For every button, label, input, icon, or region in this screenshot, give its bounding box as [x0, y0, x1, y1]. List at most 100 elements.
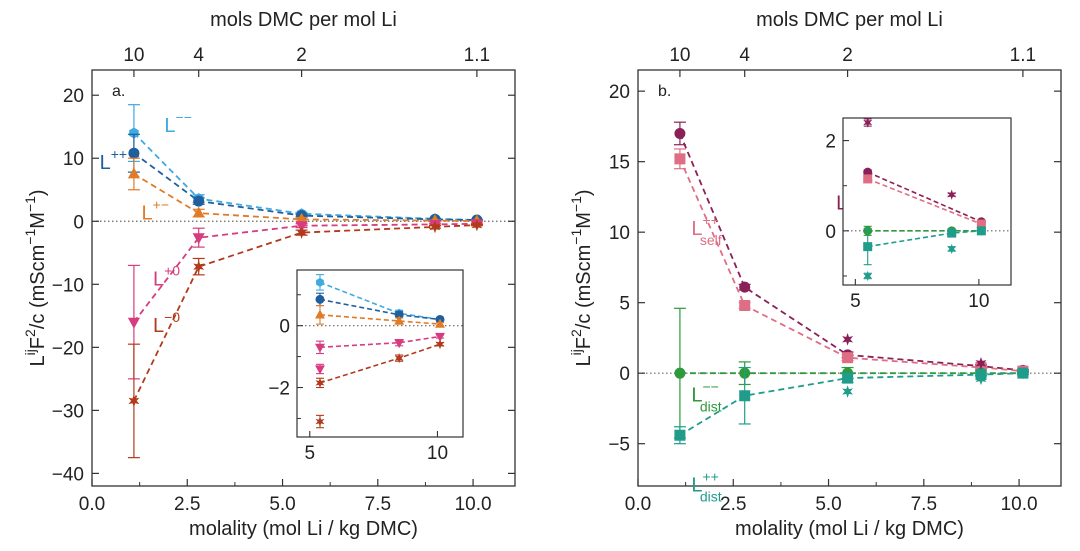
top-tick-label: 1.1 [1010, 45, 1036, 66]
x-tick-label: 10.0 [1001, 494, 1038, 515]
series-line [133, 152, 477, 221]
inset-data-point [315, 416, 325, 427]
series-label: L++ self [691, 212, 721, 248]
data-point [471, 218, 483, 232]
series-label-sup: ++ [111, 146, 127, 162]
y-tick-label: −40 [52, 464, 84, 485]
inset-data-point [863, 167, 873, 177]
top-tick-label: 2 [842, 45, 853, 66]
top-tick-label: 10 [669, 45, 690, 66]
series-label-sup: −0 [164, 309, 180, 325]
series-label-main: L [153, 269, 164, 291]
inset-data-point [394, 315, 405, 325]
data-point [127, 167, 140, 179]
series-label-sup: +− [153, 196, 169, 212]
x-tick-label: 0.0 [625, 494, 651, 515]
y-tick-label: −20 [52, 338, 84, 359]
data-point [674, 127, 686, 139]
inset-data-point [863, 242, 873, 252]
y-axis-label-part: M [573, 212, 595, 229]
x-tick-label: 7.5 [911, 494, 937, 515]
y-axis-label-part: L [27, 355, 49, 366]
top-tick-label: 10 [123, 45, 144, 66]
x-tick-label: 5.0 [815, 494, 841, 515]
inset-data-point [863, 174, 873, 184]
inset-series-line [319, 314, 441, 325]
series-label-sup: −− [176, 109, 192, 125]
x-tick-label: 2.5 [174, 494, 200, 515]
panel-label: a. [112, 83, 125, 100]
inset-data-point [394, 352, 404, 364]
extra-marker [975, 372, 987, 386]
x-axis-label: molality (mol Li / kg DMC) [189, 518, 418, 540]
x-tick-label: 10.0 [455, 494, 492, 515]
inset: 5 10 2 0 [825, 117, 1012, 312]
series-label-sup: ++ [702, 469, 718, 485]
y-axis-label-part: L [573, 355, 595, 366]
inset-y-tick-label: 0 [825, 222, 836, 243]
inset-x-tick-label: 10 [968, 291, 989, 312]
series-line [133, 224, 477, 402]
data-point [128, 147, 140, 159]
top-tick-label: 1.1 [464, 45, 490, 66]
data-point [192, 206, 205, 218]
data-point [429, 220, 441, 234]
series-line [133, 173, 477, 222]
data-point [739, 281, 751, 293]
series-label-main: L [100, 152, 111, 174]
series-label-main: L [153, 315, 164, 337]
data-point [1017, 367, 1029, 379]
data-point [739, 390, 751, 402]
series-label-main: L [164, 115, 175, 137]
x-axis-label: molality (mol Li / kg DMC) [735, 518, 964, 540]
x-tick-label: 7.5 [365, 494, 391, 515]
series-0: L−− [127, 104, 483, 226]
series-label: L+0 [153, 263, 180, 291]
series-label: L−− dist [691, 378, 721, 414]
data-point [193, 260, 205, 273]
y-axis-label: LijF2/c (mScm−1M−1) [22, 189, 49, 366]
data-point [193, 195, 205, 207]
data-point [296, 226, 308, 239]
x-tick-label: 2.5 [720, 494, 746, 515]
data-point [127, 317, 140, 329]
series-label: L−0 [153, 309, 180, 337]
inset-x-tick-label: 5 [304, 443, 315, 464]
inset-data-point [863, 117, 873, 128]
inset-data-point [316, 277, 324, 287]
series-1: L++ self [673, 148, 1029, 377]
y-axis-label-part: F [27, 337, 49, 349]
series-line [133, 132, 477, 221]
extra-marker [842, 385, 854, 398]
series-label: L+− [142, 196, 169, 224]
series-label-sub: dist [700, 398, 722, 414]
series-label-sup: ++ [702, 212, 718, 228]
data-point [842, 372, 854, 384]
y-tick-label: 20 [63, 86, 84, 107]
y-axis-label-part: −1 [568, 196, 584, 212]
y-tick-label: −30 [52, 401, 84, 422]
inset-x-tick-label: 5 [850, 291, 861, 312]
inset-frame [296, 269, 464, 438]
inset-data-point [863, 270, 873, 282]
inset: 5 10 0 −2 [268, 269, 464, 464]
y-tick-label: 10 [609, 223, 630, 244]
plot-frame [637, 69, 1062, 487]
y-axis-label-part: ij [22, 349, 38, 355]
series-label-sub: self [700, 232, 722, 248]
series-label-main: L [691, 475, 702, 497]
data-point [674, 429, 686, 441]
inset-data-point [976, 226, 986, 236]
inset-data-point [435, 339, 445, 350]
inset-data-point [947, 189, 957, 200]
x-tick-label: 0.0 [79, 494, 105, 515]
inset-series-line [319, 335, 441, 349]
plot-frame [91, 69, 516, 487]
y-tick-label: −10 [52, 275, 84, 296]
top-tick-label: 4 [739, 45, 750, 66]
extra-marker [842, 333, 854, 346]
inset-series-line [867, 178, 982, 225]
y-axis-label-part: −1 [22, 229, 38, 245]
